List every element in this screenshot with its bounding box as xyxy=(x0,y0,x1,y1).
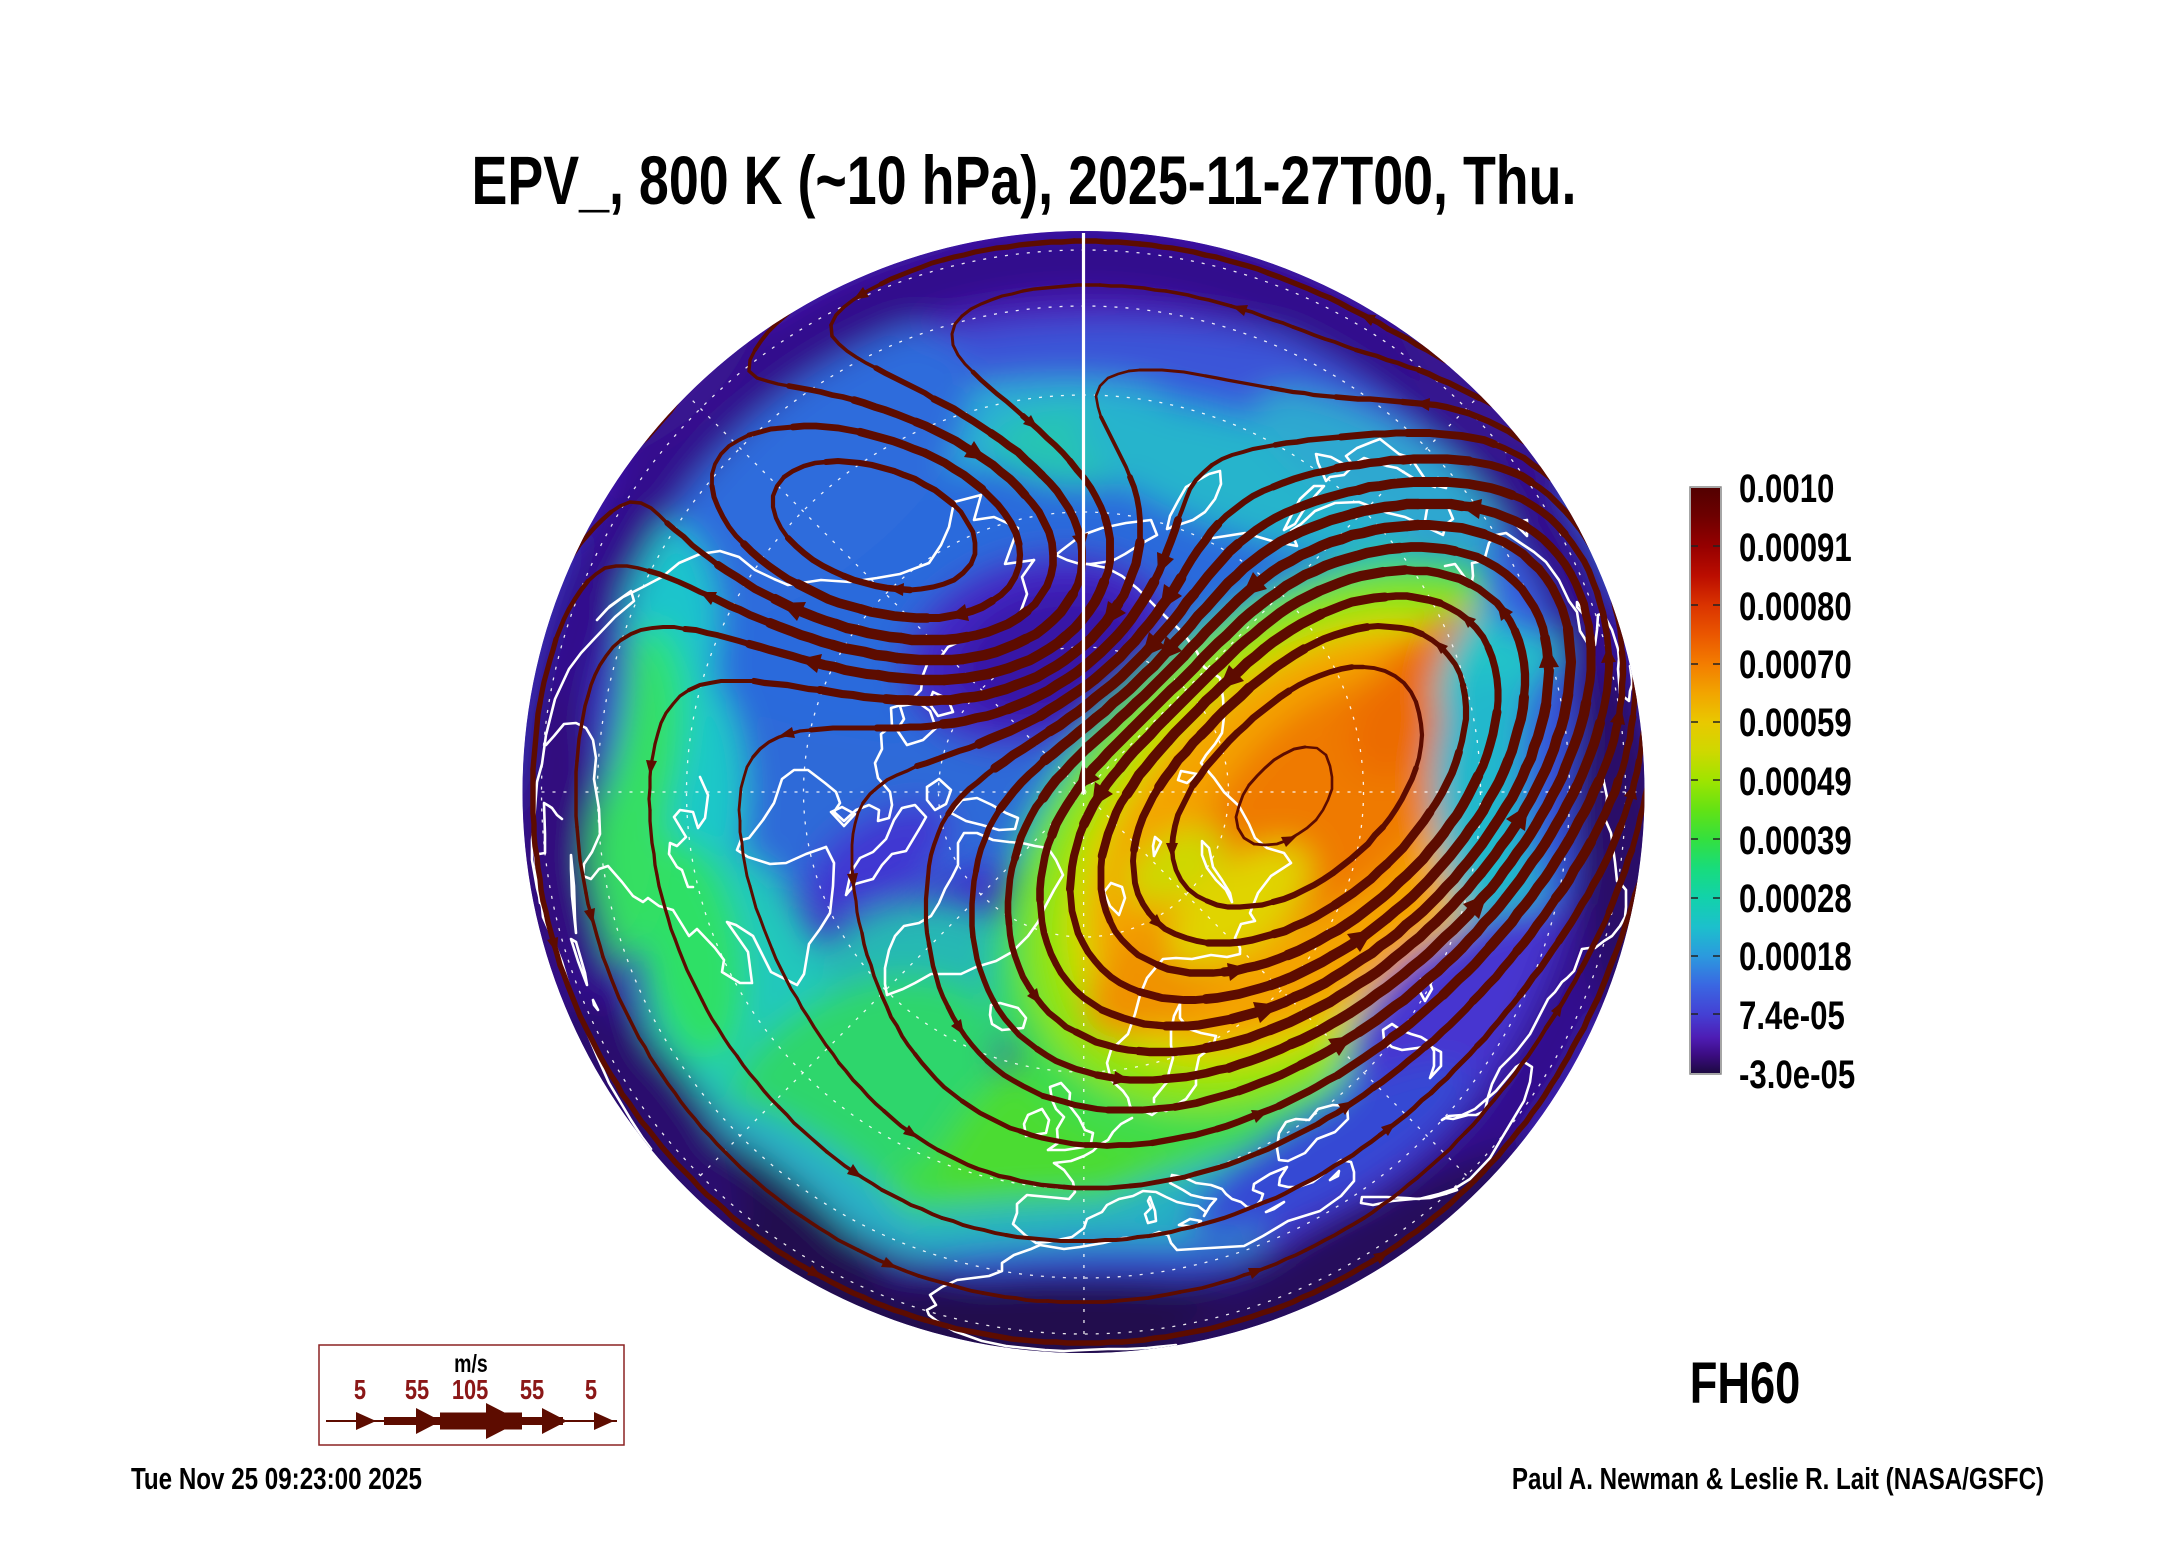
svg-text:0.0010: 0.0010 xyxy=(1739,466,1834,511)
svg-text:0.00028: 0.00028 xyxy=(1739,876,1852,921)
svg-text:EPV_, 800 K (~10 hPa), 2025-11: EPV_, 800 K (~10 hPa), 2025-11-27T00, Th… xyxy=(471,143,1576,220)
svg-text:m/s: m/s xyxy=(454,1350,488,1378)
svg-text:0.00070: 0.00070 xyxy=(1739,642,1852,687)
svg-text:0.00059: 0.00059 xyxy=(1739,700,1852,745)
svg-text:0.00018: 0.00018 xyxy=(1739,934,1852,979)
svg-text:0.00039: 0.00039 xyxy=(1739,818,1852,863)
svg-text:105: 105 xyxy=(452,1374,488,1405)
svg-text:5: 5 xyxy=(354,1374,366,1405)
svg-text:-3.0e-05: -3.0e-05 xyxy=(1739,1052,1855,1097)
svg-text:Paul A. Newman & Leslie R. Lai: Paul A. Newman & Leslie R. Lait (NASA/GS… xyxy=(1512,1461,2044,1496)
svg-text:0.00080: 0.00080 xyxy=(1739,584,1852,629)
svg-text:0.00091: 0.00091 xyxy=(1739,525,1852,570)
svg-text:Tue Nov 25 09:23:00 2025: Tue Nov 25 09:23:00 2025 xyxy=(131,1461,422,1496)
svg-text:0.00049: 0.00049 xyxy=(1739,759,1852,804)
svg-text:55: 55 xyxy=(405,1374,429,1405)
svg-text:FH60: FH60 xyxy=(1690,1352,1801,1417)
svg-text:7.4e-05: 7.4e-05 xyxy=(1739,993,1845,1038)
svg-text:55: 55 xyxy=(520,1374,544,1405)
svg-text:5: 5 xyxy=(585,1374,597,1405)
